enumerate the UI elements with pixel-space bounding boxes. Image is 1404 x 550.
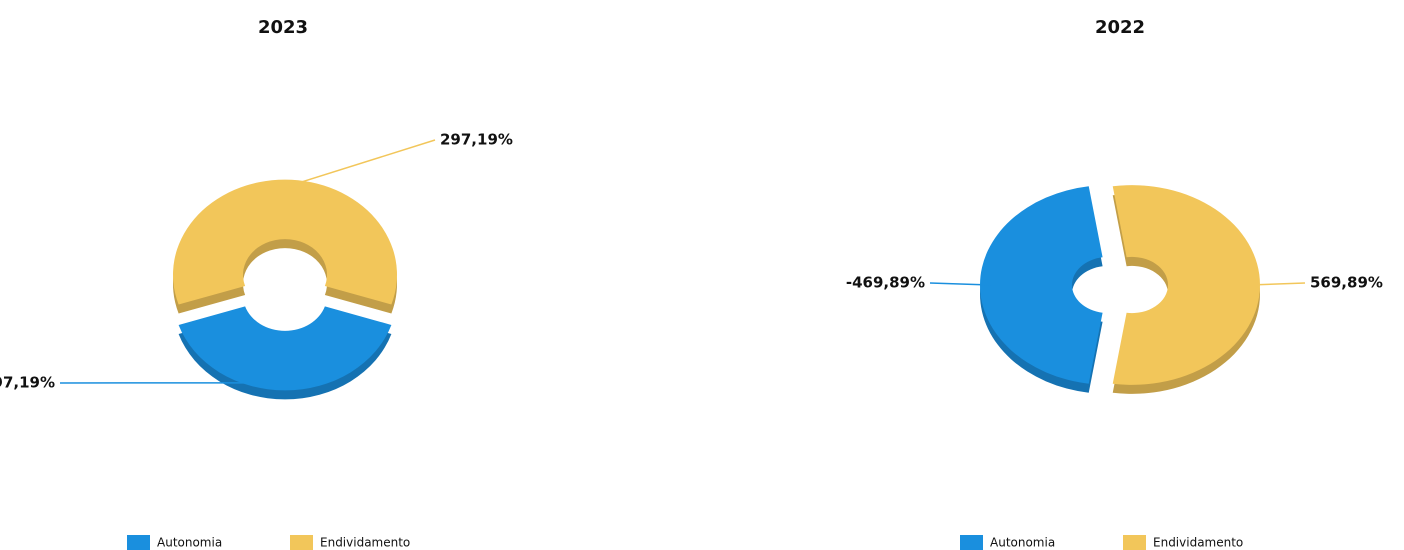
value-label: -197,19% <box>0 374 55 392</box>
legend-swatch <box>1123 535 1146 550</box>
legend-label: Endividamento <box>1153 536 1243 550</box>
chart-title: 2022 <box>1095 17 1145 38</box>
legend-swatch <box>290 535 313 550</box>
pie-chart: 2023 -197,19% Autonomia 297,19% Endividament… <box>0 17 513 550</box>
slice <box>1112 185 1260 385</box>
legend-label: Autonomia <box>990 536 1055 550</box>
leader-line <box>1249 282 1306 286</box>
leader-line <box>929 282 991 286</box>
value-label: 569,89% <box>1310 274 1383 292</box>
slice <box>178 306 392 391</box>
chart-title: 2023 <box>258 17 308 38</box>
value-label: -469,89% <box>846 274 925 292</box>
pie-chart: 2022 -469,89% Autonomia 569,89% Endividament… <box>846 17 1383 550</box>
slice <box>173 179 397 305</box>
legend-label: Endividamento <box>320 536 410 550</box>
leader-line <box>284 139 436 188</box>
legend-swatch <box>127 535 150 550</box>
legend-label: Autonomia <box>157 536 222 550</box>
value-label: 297,19% <box>440 131 513 149</box>
legend-swatch <box>960 535 983 550</box>
slice <box>980 186 1103 384</box>
